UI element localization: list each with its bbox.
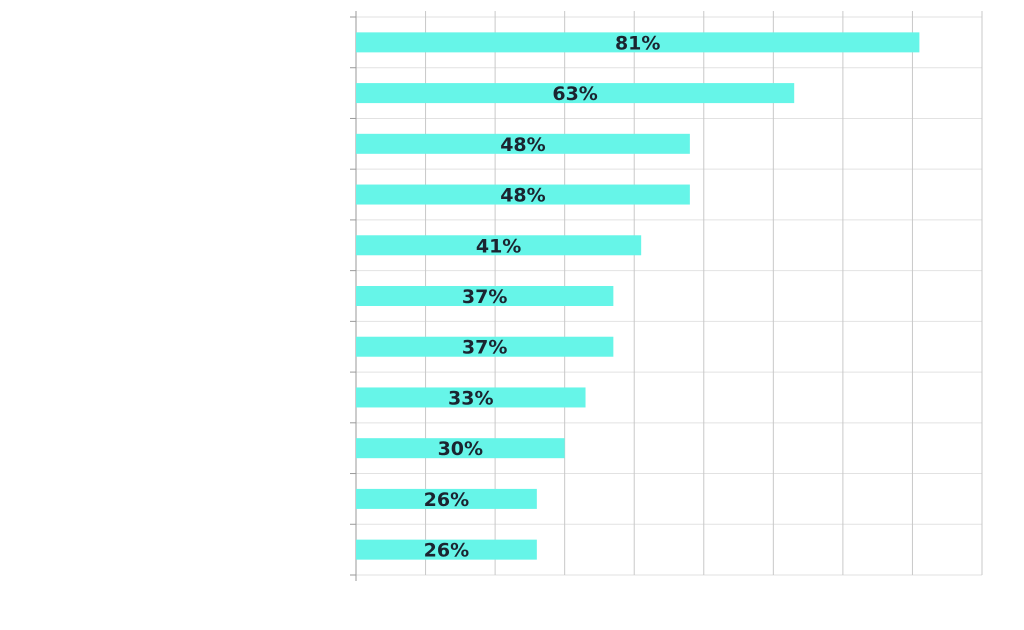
bar-data-label: 48% (500, 185, 545, 207)
bar-data-label: 37% (462, 286, 507, 308)
bar-data-label: 63% (552, 83, 597, 105)
bar (356, 387, 586, 408)
bar-data-label: 33% (448, 387, 493, 409)
bar (356, 438, 565, 459)
bar (356, 133, 690, 154)
bar-data-label: 48% (500, 134, 545, 156)
bar (356, 32, 920, 53)
bar-data-label: 37% (462, 337, 507, 359)
bar-data-label: 26% (424, 540, 469, 562)
bar-data-label: 30% (438, 438, 483, 460)
bar (356, 83, 795, 104)
bar-data-label: 81% (615, 32, 660, 54)
bar (356, 539, 537, 560)
bar-data-label: 41% (476, 235, 521, 257)
bar (356, 488, 537, 509)
bar (356, 336, 614, 357)
bar-data-label: 26% (424, 489, 469, 511)
bar (356, 235, 642, 256)
bar (356, 184, 690, 205)
bar (356, 286, 614, 306)
